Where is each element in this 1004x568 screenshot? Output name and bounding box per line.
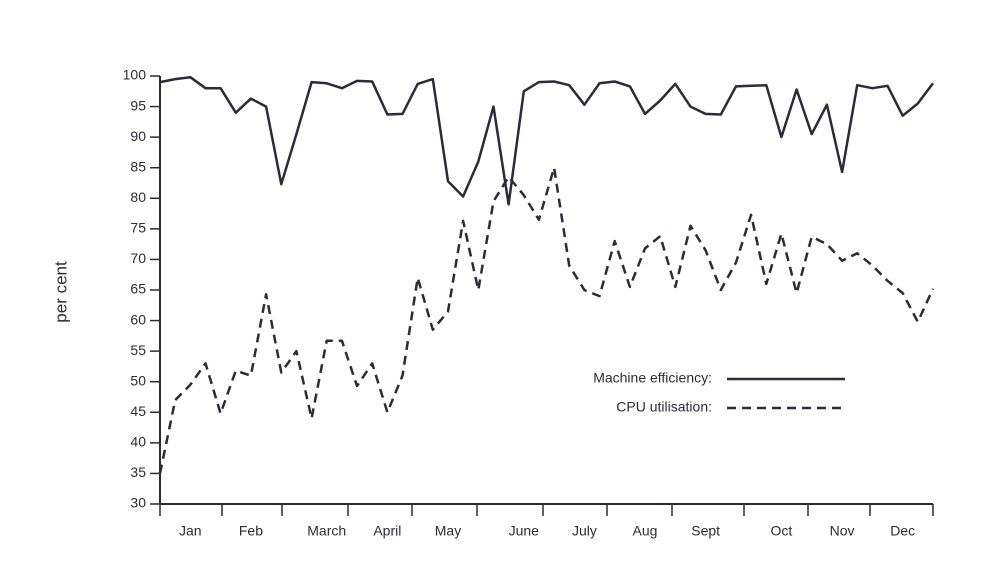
y-tick-label: 55 [130, 342, 146, 358]
x-tick-label: July [572, 523, 597, 539]
x-tick-label: Aug [633, 523, 658, 539]
x-tick-label: June [509, 523, 540, 539]
legend-label: Machine efficiency: [593, 370, 712, 386]
x-tick-label: Dec [890, 523, 915, 539]
x-tick-label: May [435, 523, 461, 539]
x-tick-label: March [307, 523, 346, 539]
y-tick-label: 45 [130, 403, 146, 419]
y-tick-label: 40 [130, 434, 146, 450]
x-tick-label: Sept [691, 523, 720, 539]
y-tick-label: 70 [130, 250, 146, 266]
y-tick-label: 95 [130, 97, 146, 113]
y-tick-label: 85 [130, 158, 146, 174]
y-tick-label: 65 [130, 281, 146, 297]
y-tick-label: 60 [130, 311, 146, 327]
y-tick-label: 90 [130, 128, 146, 144]
x-tick-label: Nov [830, 523, 855, 539]
series-line [158, 166, 935, 474]
series-line [159, 75, 934, 206]
y-axis-label: per cent [51, 261, 70, 323]
x-tick-label: April [373, 523, 401, 539]
y-tick-label: 30 [130, 495, 146, 511]
x-tick-label: Oct [771, 523, 793, 539]
x-tick-label: Feb [239, 523, 263, 539]
y-tick-label: 35 [130, 464, 146, 480]
y-tick-label: 80 [130, 189, 146, 205]
y-tick-label: 50 [130, 372, 146, 388]
legend-label: CPU utilisation: [616, 399, 712, 415]
x-tick-label: Jan [179, 523, 202, 539]
y-tick-label: 100 [123, 67, 147, 83]
y-tick-label: 75 [130, 220, 146, 236]
